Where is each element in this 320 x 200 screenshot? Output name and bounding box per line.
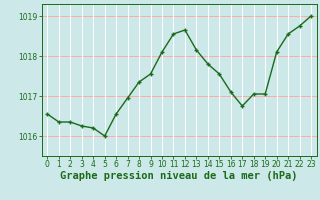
X-axis label: Graphe pression niveau de la mer (hPa): Graphe pression niveau de la mer (hPa) xyxy=(60,171,298,181)
